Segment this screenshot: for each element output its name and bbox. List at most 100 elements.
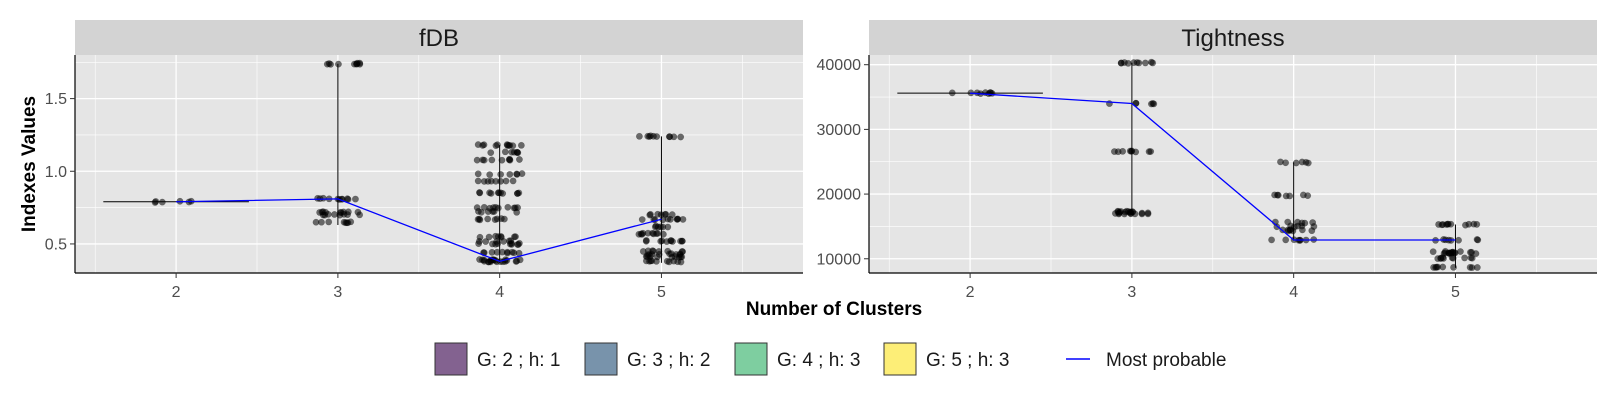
data-point xyxy=(669,238,676,245)
data-point xyxy=(498,156,506,164)
data-point xyxy=(513,208,521,216)
data-point xyxy=(474,141,482,148)
plot-area xyxy=(75,55,803,273)
data-point xyxy=(486,171,494,179)
data-point xyxy=(495,189,503,197)
data-point xyxy=(488,240,496,248)
data-marks xyxy=(103,59,687,266)
data-point xyxy=(1286,192,1294,200)
data-point xyxy=(485,258,492,266)
most-probable-line xyxy=(176,198,662,263)
data-point xyxy=(512,233,519,241)
data-point xyxy=(1117,59,1125,67)
data-point xyxy=(1467,254,1475,262)
data-point xyxy=(485,233,493,241)
data-point xyxy=(1124,59,1132,67)
data-point xyxy=(344,211,351,219)
data-point xyxy=(513,170,521,178)
data-point xyxy=(1473,264,1481,271)
data-point xyxy=(488,156,496,164)
data-point xyxy=(508,241,516,248)
data-point xyxy=(1282,236,1290,244)
x-axis-title: Number of Clusters xyxy=(746,299,922,320)
data-point xyxy=(158,198,166,206)
data-point xyxy=(475,240,483,248)
data-point xyxy=(1461,254,1469,262)
data-point xyxy=(347,218,355,226)
data-point xyxy=(1308,227,1316,235)
tick-labels: 0.5 1.0 1.5 2 3 4 5 xyxy=(45,91,666,301)
data-point xyxy=(506,156,514,164)
data-point xyxy=(677,237,684,245)
data-point xyxy=(1294,222,1302,230)
data-point xyxy=(325,60,333,67)
data-point xyxy=(152,198,160,205)
axes xyxy=(868,55,1597,274)
plot-area xyxy=(869,55,1597,273)
data-point xyxy=(647,257,655,265)
data-point xyxy=(508,148,516,156)
panel-fdb: fDB 0.5 1.0 1.5 2 3 4 5 xyxy=(45,20,803,301)
data-point xyxy=(512,258,520,265)
panel-strip xyxy=(869,20,1597,55)
data-point xyxy=(474,177,482,185)
data-point xyxy=(1149,59,1157,67)
data-point xyxy=(514,241,522,248)
data-point xyxy=(501,148,509,156)
legend-label: G: 2 ; h: 1 xyxy=(477,350,560,371)
data-point xyxy=(1286,226,1294,234)
x-tick-label: 5 xyxy=(657,284,666,301)
data-point xyxy=(1150,100,1158,108)
data-point xyxy=(493,215,501,223)
data-point xyxy=(480,203,488,211)
x-tick-label: 3 xyxy=(333,284,342,301)
y-tick-label: 1.5 xyxy=(45,91,67,108)
x-tick-label: 3 xyxy=(1127,284,1136,301)
data-point xyxy=(674,258,682,266)
data-point xyxy=(492,177,500,185)
data-point xyxy=(1448,254,1456,262)
data-point xyxy=(666,133,674,141)
data-point xyxy=(514,190,521,197)
legend-label: G: 5 ; h: 3 xyxy=(926,350,1009,371)
data-point xyxy=(502,177,510,185)
data-point xyxy=(1470,220,1478,228)
data-point xyxy=(503,141,511,149)
data-point xyxy=(503,248,511,256)
data-point xyxy=(1429,248,1437,256)
data-point xyxy=(1292,159,1300,167)
data-point xyxy=(674,215,681,223)
tick-labels: 10000 20000 30000 40000 2 3 4 5 xyxy=(817,57,1460,301)
data-point xyxy=(480,177,488,185)
data-point xyxy=(1430,263,1437,271)
panel-tightness: Tightness 10000 20000 30000 40000 2 3 4 5 xyxy=(817,20,1597,301)
data-point xyxy=(1440,254,1447,262)
grid-lines xyxy=(869,55,1597,273)
data-point xyxy=(1119,147,1127,155)
data-point xyxy=(1268,236,1275,244)
data-point xyxy=(667,215,674,223)
data-point xyxy=(500,238,507,245)
data-point xyxy=(484,215,492,223)
data-marks xyxy=(897,58,1482,272)
data-point xyxy=(1447,220,1455,228)
data-point xyxy=(1127,209,1134,217)
data-point xyxy=(500,215,508,223)
data-point xyxy=(1130,59,1138,67)
data-point xyxy=(504,203,512,211)
y-tick-label: 10000 xyxy=(817,251,862,268)
legend-swatch xyxy=(883,342,917,376)
data-point xyxy=(484,208,492,215)
data-point xyxy=(1111,148,1118,155)
data-point xyxy=(319,194,327,202)
data-point xyxy=(486,189,493,197)
legend-swatch xyxy=(434,342,468,376)
data-point xyxy=(325,218,333,226)
data-point xyxy=(480,156,488,164)
data-point xyxy=(677,133,685,141)
data-point xyxy=(506,171,514,178)
data-point xyxy=(1474,236,1482,244)
data-point xyxy=(1450,263,1457,271)
most-probable-line xyxy=(970,92,1456,241)
data-point xyxy=(1277,158,1284,166)
